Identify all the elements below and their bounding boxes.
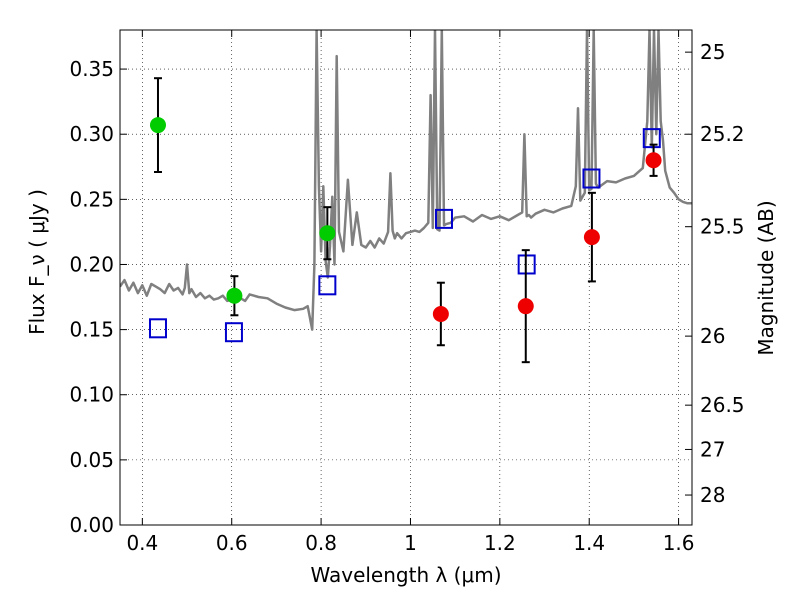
x-axis-label: Wavelength λ (μm) xyxy=(310,563,501,587)
y-axis-right-label: Magnitude (AB) xyxy=(754,200,778,355)
error-bars-layer xyxy=(153,77,658,364)
y-tick-label: 0.10 xyxy=(69,383,114,407)
x-tick-label: 1.6 xyxy=(663,531,695,555)
observed-point-red xyxy=(432,305,449,322)
model-photometry-square xyxy=(434,208,453,229)
model-photometry-square xyxy=(148,318,167,339)
model-spectrum-layer xyxy=(120,30,692,331)
y-tick-label: 0.20 xyxy=(69,252,114,276)
observed-point-red xyxy=(645,152,662,169)
y-tick-label: 0.30 xyxy=(69,122,114,146)
x-tick-label: 0.6 xyxy=(216,531,248,555)
observed-point-green xyxy=(319,225,336,242)
model-photometry-square xyxy=(582,168,601,189)
x-tick-label: 0.8 xyxy=(305,531,337,555)
model-photometry-square xyxy=(642,128,661,149)
y-tick-label: 0.00 xyxy=(69,513,114,537)
mag-tick-label: 28 xyxy=(700,483,725,507)
mag-tick-label: 26.5 xyxy=(700,393,745,417)
observed-point-green xyxy=(226,287,243,304)
observed-points-layer xyxy=(149,117,662,322)
observed-point-red xyxy=(517,298,534,315)
mag-tick-label: 26 xyxy=(700,324,725,348)
x-tick-label: 1 xyxy=(404,531,417,555)
mag-tick-label: 25.2 xyxy=(700,122,745,146)
grid-lines xyxy=(120,30,692,525)
y-tick-label: 0.05 xyxy=(69,448,114,472)
tick-labels: 0.4 0.6 0.8 1 1.2 1.4 1.6 0.00 0.05 0.10 0.15 0.20 0… xyxy=(69,40,744,555)
observed-point-red xyxy=(583,229,600,246)
x-tick-label: 0.4 xyxy=(126,531,158,555)
observed-point-green xyxy=(149,117,166,134)
y-tick-label: 0.15 xyxy=(69,318,114,342)
model-photometry-square xyxy=(318,275,337,296)
plot-frame xyxy=(119,29,693,526)
x-tick-label: 1.4 xyxy=(573,531,605,555)
mag-tick-label: 27 xyxy=(700,437,725,461)
y-tick-label: 0.35 xyxy=(69,57,114,81)
model-spectrum-line xyxy=(120,30,692,331)
x-tick-label: 1.2 xyxy=(484,531,516,555)
y-axis-label: Flux F_ν ( μJy ) xyxy=(25,189,49,335)
axis-ticks xyxy=(120,30,692,526)
model-photometry-square xyxy=(224,322,243,343)
mag-tick-label: 25.5 xyxy=(700,215,745,239)
y-tick-label: 0.25 xyxy=(69,187,114,211)
mag-tick-label: 25 xyxy=(700,40,725,64)
